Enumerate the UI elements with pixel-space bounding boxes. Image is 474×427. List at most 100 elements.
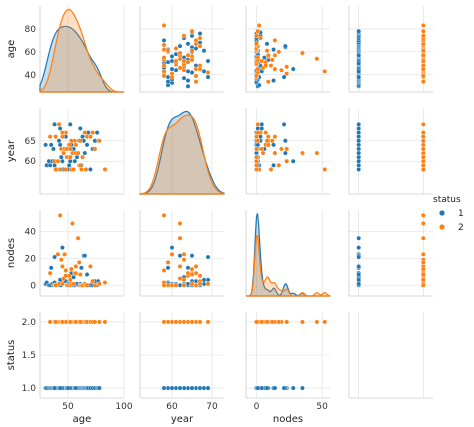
point-age-year-status-1-48 [205, 74, 211, 80]
point-age-year-status-2-22 [165, 48, 171, 54]
point-age-year-status-1-21 [169, 58, 175, 64]
point-age-status-status-2-30 [420, 33, 426, 39]
point-status-age-status-1-43 [96, 385, 102, 391]
point-age-nodes-status-1-4 [271, 78, 276, 83]
point-age-nodes-status-2-5 [322, 68, 328, 74]
point-year-age-status-2-13 [66, 142, 72, 148]
kde-year-status-2 [139, 114, 225, 195]
point-nodes-age-status-2-34 [63, 273, 69, 279]
point-year-nodes-status-2-16 [314, 150, 320, 156]
point-nodes-status-status-2-21 [420, 260, 426, 265]
point-nodes-year-status-2-30 [181, 282, 187, 288]
ytick-status-0: 1.0 [22, 384, 37, 394]
point-status-age-status-2-38 [53, 319, 59, 325]
point-status-year-status-2-3 [169, 319, 175, 325]
point-age-status-status-1-49 [356, 60, 362, 66]
point-year-age-status-2-28 [88, 134, 93, 140]
point-nodes-age-status-2-21 [76, 260, 82, 265]
point-nodes-year-status-1-17 [193, 278, 199, 284]
point-year-age-status-2-36 [60, 130, 65, 135]
xtick-nodes-1: 50 [316, 402, 328, 412]
point-year-age-status-2-20 [75, 150, 81, 156]
point-year-nodes-status-1-47 [259, 126, 265, 131]
point-nodes-age-status-2-16 [70, 221, 75, 226]
legend-label-1: 1 [458, 209, 464, 219]
point-year-nodes-status-1-48 [281, 121, 287, 127]
point-age-year-status-1-47 [201, 68, 207, 74]
ytick-age-2: 80 [25, 25, 37, 35]
point-year-age-status-1-0 [43, 142, 48, 148]
point-age-year-status-2-13 [185, 59, 191, 65]
point-nodes-status-status-2-5 [420, 212, 426, 218]
point-age-status-status-1-48 [356, 74, 362, 80]
legend-marker-1 [439, 210, 445, 216]
xtick-age-1: 100 [115, 402, 132, 412]
point-nodes-age-status-2-6 [58, 257, 64, 263]
point-age-year-status-2-7 [193, 66, 199, 72]
point-status-year-status-2-22 [165, 319, 171, 325]
point-age-nodes-status-2-33 [269, 57, 275, 63]
point-status-age-status-2-0 [47, 319, 53, 325]
point-age-year-status-1-41 [197, 31, 203, 36]
point-age-year-status-2-8 [177, 65, 183, 71]
point-status-nodes-status-1-48 [281, 385, 287, 391]
point-year-age-status-2-24 [80, 154, 85, 160]
point-year-age-status-2-7 [60, 134, 65, 140]
point-status-age-status-2-35 [73, 319, 79, 325]
point-year-status-status-2-24 [420, 154, 426, 160]
point-status-nodes-status-2-5 [322, 319, 328, 325]
point-status-age-status-2-36 [60, 319, 65, 325]
ylabel-year: year [6, 139, 17, 162]
point-status-year-status-1-41 [197, 385, 203, 391]
point-age-nodes-status-2-29 [258, 35, 263, 41]
point-year-age-status-2-31 [96, 138, 102, 144]
point-nodes-year-status-2-39 [181, 277, 187, 283]
point-age-status-status-2-39 [420, 58, 426, 64]
panel-status-vs-year: 60 70 year [139, 312, 224, 425]
panel-grid: 40 60 80 age 60 65 year 0 20 40 nodes 1.0 1.5 2.0 stat… [6, 6, 433, 425]
ytick-status-2: 2.0 [22, 318, 37, 328]
point-year-nodes-status-2-33 [269, 138, 275, 144]
point-year-age-status-1-11 [56, 138, 62, 144]
point-age-year-status-1-11 [189, 70, 195, 75]
point-status-year-status-2-39 [181, 319, 187, 325]
point-age-year-status-1-6 [181, 75, 187, 81]
point-age-year-status-1-7 [165, 74, 171, 80]
panel-age-vs-status [348, 6, 433, 93]
point-nodes-age-status-2-19 [73, 264, 79, 269]
point-year-status-status-2-37 [420, 138, 426, 144]
point-age-year-status-2-28 [193, 38, 199, 43]
ytick-nodes-0: 0 [30, 281, 36, 291]
point-nodes-year-status-2-33 [189, 266, 195, 272]
point-status-age-status-2-37 [77, 319, 83, 325]
point-year-status-status-2-35 [420, 142, 426, 148]
point-year-nodes-status-2-28 [272, 134, 278, 140]
ytick-year-0: 60 [25, 157, 37, 167]
point-age-nodes-status-2-3 [284, 71, 290, 77]
point-year-nodes-status-2-4 [255, 121, 261, 127]
point-age-status-status-2-37 [420, 48, 426, 54]
point-nodes-status-status-2-39 [420, 277, 426, 283]
point-nodes-year-status-2-16 [177, 221, 183, 226]
point-status-year-status-2-37 [189, 319, 195, 325]
xtick-nodes-0: 0 [254, 402, 260, 412]
legend-label-2: 2 [458, 223, 464, 233]
point-age-year-status-2-32 [161, 23, 167, 28]
point-age-nodes-status-2-19 [272, 52, 278, 58]
point-age-year-status-1-44 [169, 66, 175, 72]
point-year-status-status-2-3 [420, 158, 426, 164]
point-age-status-status-2-35 [420, 52, 426, 58]
point-year-nodes-status-2-10 [268, 167, 274, 172]
point-age-year-status-2-35 [185, 52, 191, 58]
ylabel-age: age [6, 40, 17, 59]
point-year-nodes-status-2-21 [276, 162, 282, 168]
point-age-year-status-2-17 [161, 55, 167, 60]
point-status-nodes-status-1-44 [290, 385, 296, 391]
panel-status-vs-age: 1.0 1.5 2.0 status 50 100 age [6, 312, 133, 425]
panel-year-vs-nodes [245, 108, 330, 195]
panel-year-vs-year [139, 108, 225, 195]
point-nodes-age-status-2-28 [88, 264, 93, 269]
point-year-age-status-1-36 [84, 142, 90, 148]
point-nodes-age-status-1-44 [60, 245, 65, 251]
point-nodes-age-status-2-17 [71, 281, 77, 287]
